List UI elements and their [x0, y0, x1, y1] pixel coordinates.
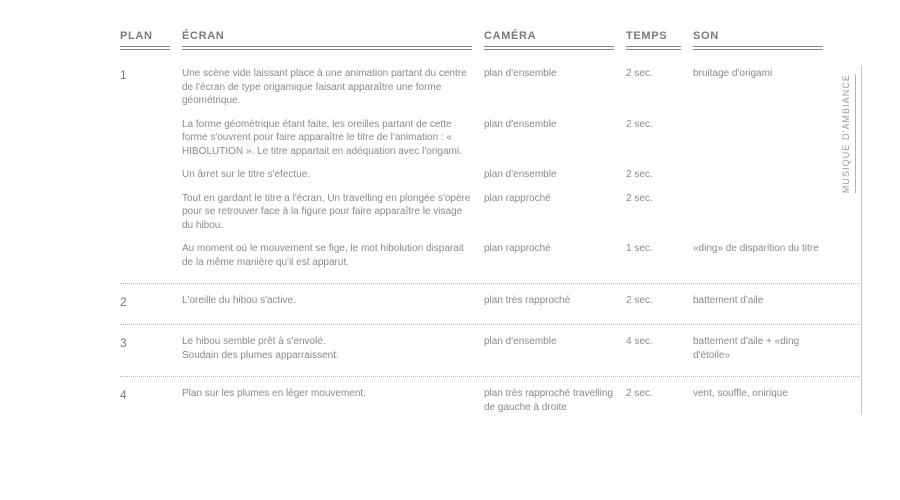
plan-number: 3: [120, 335, 170, 362]
table-row: 2 L'oreille du hibou s'active. plan très r…: [120, 290, 860, 316]
temps-cell: 2 sec.: [626, 67, 681, 108]
table-row: 1 Une scène vide laissant place à une ani…: [120, 63, 860, 114]
camera-cell: plan d'ensemble: [484, 335, 614, 362]
ambient-music-label: MUSIQUE D'AMBIANCE: [841, 66, 856, 202]
camera-cell: plan d'ensemble: [484, 118, 614, 159]
plan-number: 1: [120, 67, 170, 108]
right-vertical-rule: [861, 66, 862, 414]
camera-cell: plan d'ensemble: [484, 67, 614, 108]
ecran-cell: Plan sur les plumes en léger mouvement.: [182, 387, 472, 414]
ecran-cell: Tout en gardant le titre a l'écran, Un t…: [182, 192, 472, 233]
table-body: 1 Une scène vide laissant place à une ani…: [120, 57, 860, 428]
camera-cell: plan d'ensemble: [484, 168, 614, 182]
son-cell: vent, souffle, onirique: [693, 387, 823, 414]
camera-cell: plan rapproché: [484, 242, 614, 269]
col-header-plan: PLAN: [120, 30, 170, 47]
plan-number: [120, 118, 170, 159]
temps-cell: 2 sec.: [626, 168, 681, 182]
plan-number: [120, 192, 170, 233]
table-row: 3 Le hibou semble prêt à s'envolé. Soudai…: [120, 331, 860, 368]
plan-block: 3 Le hibou semble prêt à s'envolé. Soudai…: [120, 325, 860, 377]
table-row: Au moment où le mouvement se fige, le mo…: [120, 238, 860, 275]
temps-cell: 4 sec.: [626, 335, 681, 362]
son-cell: bruitage d'origami: [693, 67, 823, 108]
ecran-cell: L'oreille du hibou s'active.: [182, 294, 472, 310]
ecran-cell: Une scène vide laissant place à une anim…: [182, 67, 472, 108]
camera-cell: plan très rapproché travelling de gauche…: [484, 387, 614, 414]
col-header-ecran: ÉCRAN: [182, 30, 472, 47]
temps-cell: 2 sec.: [626, 387, 681, 414]
plan-number: 4: [120, 387, 170, 414]
temps-cell: 2 sec.: [626, 118, 681, 159]
temps-cell: 1 sec.: [626, 242, 681, 269]
plan-number: [120, 242, 170, 269]
plan-number: 2: [120, 294, 170, 310]
ecran-cell: Un ârret sur le titre s'efectue.: [182, 168, 472, 182]
storyboard-table: PLAN ÉCRAN CAMÉRA TEMPS SON 1 Une scène v…: [0, 0, 900, 448]
plan-block: 1 Une scène vide laissant place à une ani…: [120, 57, 860, 284]
ecran-cell: Le hibou semble prêt à s'envolé. Soudain…: [182, 335, 472, 362]
table-row: Un ârret sur le titre s'efectue. plan d'e…: [120, 164, 860, 188]
table-row: Tout en gardant le titre a l'écran, Un t…: [120, 188, 860, 239]
son-cell: [693, 192, 823, 233]
ambient-music-text: MUSIQUE D'AMBIANCE: [841, 74, 856, 193]
plan-block: 2 L'oreille du hibou s'active. plan très r…: [120, 284, 860, 325]
col-sep-stripe: [112, 30, 118, 428]
col-header-camera: CAMÉRA: [484, 30, 614, 47]
temps-cell: 2 sec.: [626, 294, 681, 310]
son-cell: «ding» de disparition du titre: [693, 242, 823, 269]
ecran-cell: Au moment où le mouvement se fige, le mo…: [182, 242, 472, 269]
plan-block: 4 Plan sur les plumes en léger mouvement.…: [120, 377, 860, 428]
son-cell: [693, 168, 823, 182]
son-cell: battement d'aile: [693, 294, 823, 310]
son-cell: battement d'aile + «ding d'étoile»: [693, 335, 823, 362]
camera-cell: plan rapproché: [484, 192, 614, 233]
table-header-row: PLAN ÉCRAN CAMÉRA TEMPS SON: [120, 30, 860, 47]
ecran-cell: La forme géométrique étant faite, les or…: [182, 118, 472, 159]
temps-cell: 2 sec.: [626, 192, 681, 233]
son-cell: [693, 118, 823, 159]
table-row: La forme géométrique étant faite, les or…: [120, 114, 860, 165]
table-row: 4 Plan sur les plumes en léger mouvement.…: [120, 383, 860, 420]
plan-number: [120, 168, 170, 182]
camera-cell: plan très rapproché: [484, 294, 614, 310]
col-header-temps: TEMPS: [626, 30, 681, 47]
col-header-son: SON: [693, 30, 823, 47]
